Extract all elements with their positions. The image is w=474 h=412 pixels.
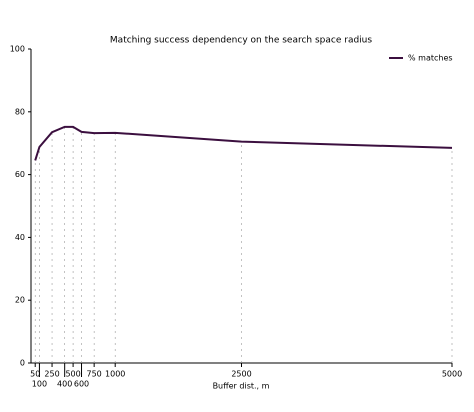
- x-tick-label: 400: [57, 380, 72, 389]
- chart-title: Matching success dependency on the searc…: [110, 36, 372, 46]
- legend-label: % matches: [408, 54, 453, 63]
- x-tick-label: 2500: [231, 370, 251, 379]
- x-tick-label: 250: [44, 370, 59, 379]
- x-tick-label: 100: [32, 380, 47, 389]
- x-tick-label: 5000: [442, 370, 462, 379]
- x-tick-label: 750: [87, 370, 102, 379]
- x-tick-label: 1000: [105, 370, 125, 379]
- y-tick-label: 100: [10, 45, 25, 54]
- data-line: [34, 125, 453, 161]
- x-axis-label: Buffer dist., m: [213, 382, 270, 391]
- x-tick-label: 500: [65, 370, 80, 379]
- y-tick-label: 0: [20, 359, 25, 368]
- y-tick-label: 60: [15, 170, 25, 179]
- x-tick-label: 50: [30, 370, 40, 379]
- y-tick-label: 80: [15, 107, 25, 116]
- y-tick-label: 40: [15, 233, 25, 242]
- y-tick-label: 20: [15, 296, 25, 305]
- x-tick-label: 600: [74, 380, 89, 389]
